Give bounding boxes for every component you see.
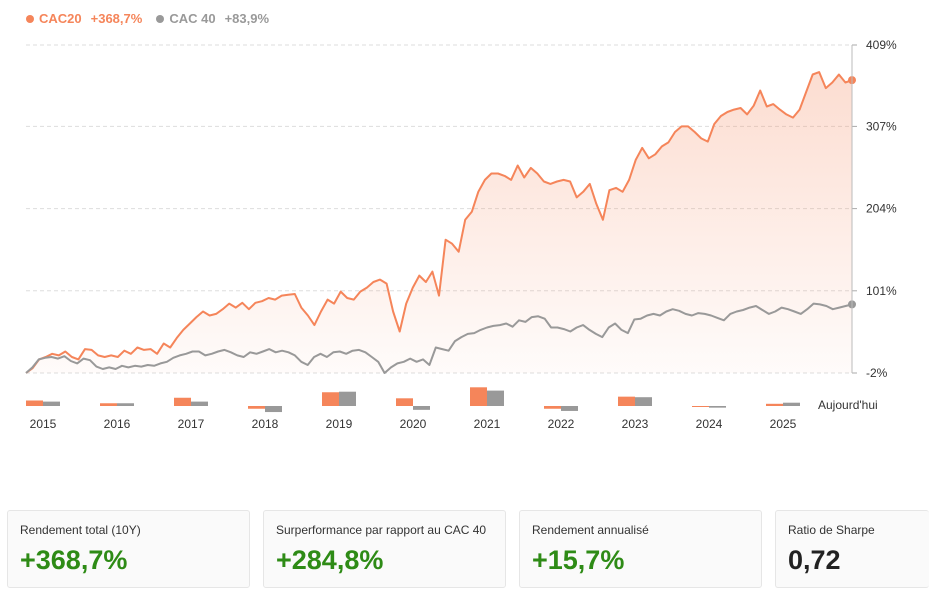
legend-value-cac20: +368,7% bbox=[90, 11, 143, 26]
x-axis-label: 2025 bbox=[770, 417, 797, 431]
x-axis-label: 2016 bbox=[104, 417, 131, 431]
chart-legend: CAC20 +368,7% CAC 40 +83,9% bbox=[26, 11, 269, 26]
x-axis-label: 2018 bbox=[252, 417, 279, 431]
performance-chart: 409% 307% 204% 101% -2% 2015 2016 2017 2018 2019… bbox=[25, 38, 897, 431]
area-fill bbox=[26, 72, 852, 373]
kpi-value-annualized-return: +15,7% bbox=[532, 545, 625, 575]
x-axis-label: 2024 bbox=[696, 417, 723, 431]
kpi-value-total-return: +368,7% bbox=[20, 545, 128, 575]
x-axis-label-today: Aujourd'hui bbox=[818, 398, 878, 412]
bar-cac40 bbox=[783, 402, 800, 406]
y-tick-label: -2% bbox=[866, 366, 888, 380]
kpi-card-annualized-return: Rendement annualisé +15,7% bbox=[519, 510, 762, 588]
bar-cac20 bbox=[544, 406, 561, 409]
kpi-label-total-return: Rendement total (10Y) bbox=[20, 523, 141, 537]
legend-name-cac20: CAC20 bbox=[39, 11, 82, 26]
annual-return-bars bbox=[26, 387, 800, 413]
series-line-cac40 bbox=[25, 302, 853, 374]
bar-cac40 bbox=[709, 406, 726, 408]
bar-cac40 bbox=[487, 390, 504, 406]
series-area-cac20 bbox=[26, 72, 852, 373]
x-axis-label: 2023 bbox=[622, 417, 649, 431]
kpi-value-sharpe-ratio: 0,72 bbox=[788, 545, 841, 575]
x-axis-labels: 2015 2016 2017 2018 2019 2020 2021 2022 2023 2024… bbox=[30, 398, 878, 431]
bar-cac20 bbox=[174, 397, 191, 406]
bar-cac20 bbox=[618, 396, 635, 406]
y-tick-label: 204% bbox=[866, 202, 897, 216]
kpi-label-outperformance: Surperformance par rapport au CAC 40 bbox=[276, 523, 487, 537]
bar-cac40 bbox=[561, 406, 578, 411]
legend-dot-cac20 bbox=[26, 14, 34, 23]
legend-name-cac40: CAC 40 bbox=[169, 11, 216, 26]
legend-dot-cac40 bbox=[156, 14, 165, 23]
series-lines bbox=[25, 71, 856, 374]
x-axis-label: 2015 bbox=[30, 417, 57, 431]
kpi-card-total-return: Rendement total (10Y) +368,7% bbox=[7, 510, 250, 588]
bar-cac40 bbox=[339, 391, 356, 406]
bar-cac20 bbox=[396, 398, 413, 406]
y-tick-label: 101% bbox=[866, 284, 897, 298]
y-tick-label: 409% bbox=[866, 38, 897, 52]
bar-cac40 bbox=[635, 397, 652, 406]
x-axis-label: 2022 bbox=[548, 417, 575, 431]
y-tick-label: 307% bbox=[866, 119, 897, 133]
bar-cac20 bbox=[470, 387, 487, 406]
kpi-value-outperformance: +284,8% bbox=[276, 545, 384, 575]
series-line-cac20 bbox=[25, 71, 853, 374]
bar-cac20 bbox=[26, 400, 43, 406]
x-axis-label: 2020 bbox=[400, 417, 427, 431]
legend-value-cac40: +83,9% bbox=[224, 11, 270, 26]
bar-cac40 bbox=[43, 401, 60, 406]
bar-cac40 bbox=[191, 401, 208, 406]
x-axis-label: 2019 bbox=[326, 417, 353, 431]
bar-cac20 bbox=[766, 403, 783, 406]
kpi-card-sharpe-ratio: Ratio de Sharpe 0,72 bbox=[775, 510, 929, 588]
kpi-card-outperformance: Surperformance par rapport au CAC 40 +28… bbox=[263, 510, 506, 588]
legend-item-cac40[interactable]: CAC 40 +83,9% bbox=[156, 11, 269, 26]
bar-cac40 bbox=[265, 406, 282, 413]
kpi-label-sharpe-ratio: Ratio de Sharpe bbox=[788, 523, 875, 537]
bar-cac20 bbox=[248, 406, 265, 409]
y-axis-ticks: 409% 307% 204% 101% -2% bbox=[851, 38, 897, 380]
bar-cac20 bbox=[692, 406, 709, 407]
x-axis-label: 2021 bbox=[474, 417, 501, 431]
kpi-label-annualized-return: Rendement annualisé bbox=[532, 523, 649, 537]
x-axis-label: 2017 bbox=[178, 417, 205, 431]
bar-cac20 bbox=[322, 392, 339, 406]
bar-cac40 bbox=[413, 406, 430, 410]
bar-cac40 bbox=[117, 403, 134, 406]
bar-cac20 bbox=[100, 403, 117, 406]
legend-item-cac20[interactable]: CAC20 +368,7% bbox=[26, 11, 142, 26]
